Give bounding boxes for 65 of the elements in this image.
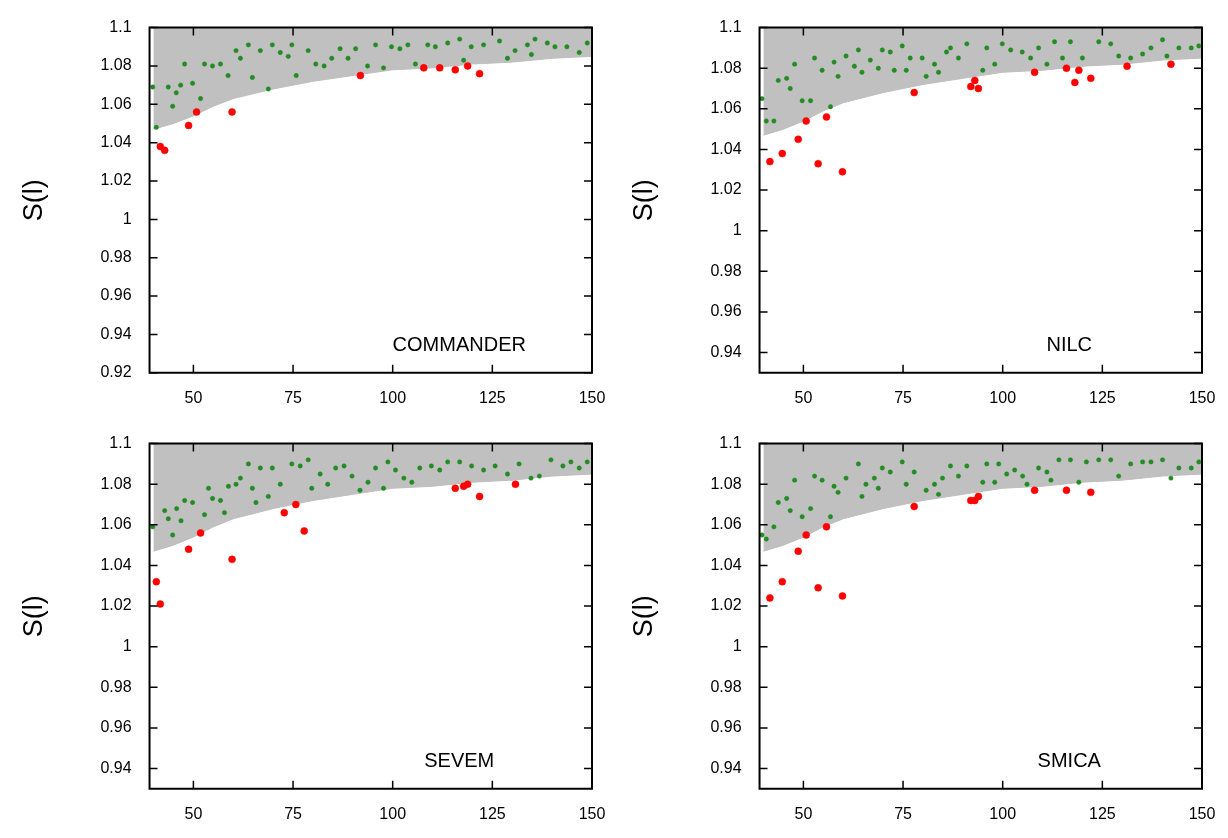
annotation: NILC — [1046, 332, 1093, 355]
y-axis-title: S(l) — [627, 595, 658, 638]
x-tick-label: 75 — [894, 804, 913, 822]
x-tick-label: 100 — [989, 388, 1017, 406]
y-tick-label: 1.02 — [710, 596, 742, 614]
x-tick-label: 100 — [989, 804, 1017, 822]
x-tick-label: 75 — [284, 388, 303, 406]
y-tick-label: 1.1 — [719, 434, 742, 452]
y-tick-label: 0.96 — [710, 302, 742, 320]
x-tick-label: 150 — [1188, 804, 1216, 822]
y-tick-label: 0.96 — [710, 718, 742, 736]
y-tick-label: 1.02 — [100, 171, 132, 189]
y-tick-label: 1 — [732, 221, 742, 239]
y-axis-title: S(l) — [17, 179, 48, 222]
y-tick-label: 1.1 — [109, 434, 132, 452]
x-tick-label: 100 — [379, 804, 407, 822]
y-tick-label: 1 — [732, 637, 742, 655]
x-tick-label: 125 — [1089, 804, 1116, 822]
annotation: COMMANDER — [392, 332, 526, 355]
y-tick-label: 1.04 — [710, 555, 742, 573]
y-tick-label: 1.06 — [710, 515, 742, 533]
y-tick-label: 1.08 — [100, 56, 132, 74]
x-tick-label: 100 — [379, 388, 407, 406]
x-tick-label: 125 — [479, 388, 506, 406]
y-axis-title: S(l) — [627, 179, 658, 222]
x-tick-label: 125 — [479, 804, 506, 822]
y-tick-label: 1.04 — [100, 555, 132, 573]
y-tick-label: 1.08 — [710, 58, 742, 76]
x-tick-label: 150 — [578, 804, 606, 822]
y-tick-label: 1.1 — [109, 18, 132, 36]
y-tick-label: 1.02 — [710, 180, 742, 198]
y-tick-label: 0.94 — [710, 758, 742, 776]
y-axis-title: S(l) — [17, 595, 48, 638]
y-tick-label: 1.08 — [710, 474, 742, 492]
y-tick-label: 1.08 — [100, 474, 132, 492]
x-tick-label: 50 — [794, 388, 813, 406]
y-tick-label: 1 — [122, 637, 132, 655]
x-tick-label: 50 — [184, 804, 203, 822]
y-tick-label: 1.02 — [100, 596, 132, 614]
y-tick-label: 1.04 — [710, 139, 742, 157]
y-tick-label: 0.98 — [710, 261, 742, 279]
y-tick-label: 1.04 — [100, 133, 132, 151]
annotation: SMICA — [1037, 748, 1102, 771]
x-tick-label: 75 — [284, 804, 303, 822]
annotation: SEVEM — [424, 748, 495, 771]
x-tick-label: 125 — [1089, 388, 1116, 406]
x-tick-label: 50 — [184, 388, 203, 406]
y-tick-label: 0.98 — [710, 677, 742, 695]
x-tick-label: 75 — [894, 388, 913, 406]
y-tick-label: 0.94 — [710, 342, 742, 360]
y-tick-label: 1.06 — [100, 94, 132, 112]
y-tick-label: 1.1 — [719, 18, 742, 36]
x-tick-label: 150 — [578, 388, 606, 406]
y-tick-label: 0.96 — [100, 718, 132, 736]
y-tick-label: 0.98 — [100, 248, 132, 266]
y-tick-label: 0.92 — [100, 363, 132, 381]
y-tick-label: 0.96 — [100, 286, 132, 304]
x-tick-label: 150 — [1188, 388, 1216, 406]
y-tick-label: 0.98 — [100, 677, 132, 695]
x-tick-label: 50 — [794, 804, 813, 822]
y-tick-label: 1 — [122, 209, 132, 227]
y-tick-label: 1.06 — [710, 99, 742, 117]
y-tick-label: 0.94 — [100, 758, 132, 776]
y-tick-label: 1.06 — [100, 515, 132, 533]
y-tick-label: 0.94 — [100, 324, 132, 342]
